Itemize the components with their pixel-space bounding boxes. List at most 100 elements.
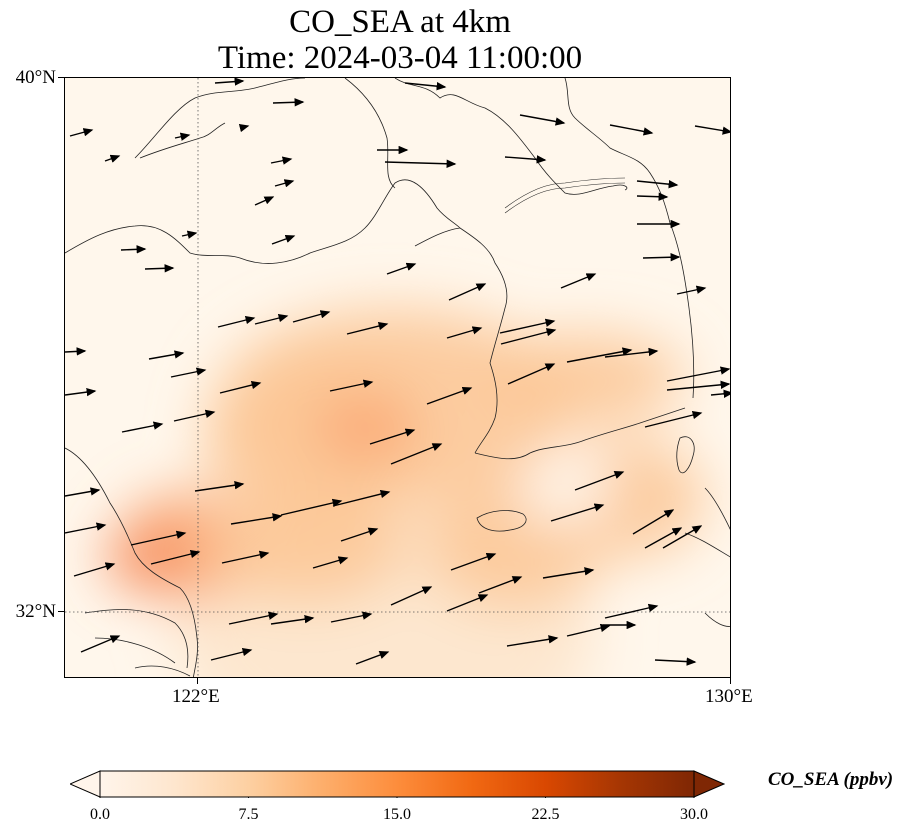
- map-title: CO_SEA at 4km: [289, 4, 511, 40]
- wind-arrow: [542, 567, 595, 579]
- wind-arrow: [280, 498, 343, 516]
- wind-arrow: [666, 380, 730, 391]
- wind-arrow: [662, 525, 703, 549]
- wind-arrow: [609, 124, 654, 136]
- wind-arrow: [446, 594, 489, 612]
- wind-arrow: [644, 410, 703, 428]
- wind-arrow: [604, 347, 659, 358]
- lon-label-130e: 130°E: [705, 686, 753, 707]
- map-subtitle-time: Time: 2024-03-04 11:00:00: [217, 40, 583, 76]
- tsushima-island: [676, 436, 695, 474]
- wind-arrow: [642, 253, 681, 262]
- wind-arrow: [550, 503, 605, 522]
- colorbar-tick-label: 30.0: [680, 806, 708, 823]
- field-blob: [105, 528, 185, 588]
- wind-arrow: [632, 509, 675, 535]
- jeju-island: [476, 510, 527, 532]
- field-blob: [520, 453, 610, 523]
- wind-arrow: [120, 245, 147, 254]
- wind-arrow: [426, 386, 473, 405]
- wind-arrow: [500, 328, 557, 345]
- colorbar-tick-label: 22.5: [531, 806, 560, 823]
- wind-arrow: [499, 318, 556, 334]
- tick-lon-130: [730, 678, 731, 684]
- wind-arrow: [65, 487, 101, 497]
- wind-arrow: [144, 264, 175, 273]
- wind-arrow: [65, 522, 107, 534]
- coastline-yangtze: [84, 609, 189, 669]
- concentration-field: [105, 308, 705, 677]
- coastline-shandong: [65, 179, 461, 264]
- wind-vectors: [65, 78, 730, 666]
- wind-arrow: [170, 367, 207, 378]
- colorbar-tick-label: 0.0: [90, 806, 110, 823]
- wind-arrow: [340, 527, 379, 542]
- wind-arrow: [292, 310, 331, 323]
- lat-label-32n: 32°N: [15, 601, 56, 622]
- wind-arrow: [560, 273, 597, 289]
- coastline-kyushu: [684, 487, 730, 627]
- tick-lon-122: [197, 678, 198, 684]
- wind-arrow: [272, 98, 305, 107]
- wind-arrow: [130, 530, 187, 546]
- field-blob: [205, 348, 425, 528]
- wind-arrow: [217, 315, 256, 328]
- wind-arrow: [506, 635, 559, 647]
- wind-arrow: [174, 132, 191, 141]
- wind-arrow: [312, 556, 349, 569]
- gridlines: [65, 78, 730, 677]
- wind-arrow: [636, 179, 679, 189]
- korea-border: [504, 177, 626, 209]
- coastline-bohai-west: [139, 122, 226, 159]
- wind-arrow: [194, 481, 245, 492]
- coastline-yangtze-south: [94, 637, 176, 664]
- wind-arrow: [390, 586, 433, 606]
- coastline-liaodong: [134, 78, 396, 189]
- wind-arrow: [65, 347, 87, 356]
- colorbar-label: CO_SEA (ppbv): [768, 769, 894, 790]
- wind-arrow: [271, 234, 296, 245]
- wind-arrow: [504, 155, 547, 164]
- wind-arrow: [644, 527, 683, 549]
- coastline-zhoushan: [134, 665, 191, 677]
- wind-arrow: [65, 387, 97, 397]
- wind-arrow: [355, 651, 390, 665]
- wind-arrow: [80, 635, 121, 653]
- wind-arrow: [390, 443, 443, 465]
- wind-arrow: [181, 230, 198, 239]
- wind-arrow: [604, 603, 659, 619]
- wind-arrow: [404, 81, 447, 91]
- wind-arrow: [384, 159, 457, 168]
- wind-arrow: [329, 379, 374, 392]
- colorbar: [70, 770, 725, 798]
- wind-arrow: [210, 647, 253, 661]
- wind-arrow: [636, 192, 669, 201]
- wind-arrow: [219, 380, 262, 394]
- wind-arrow: [73, 562, 116, 577]
- wind-arrow: [448, 283, 487, 301]
- wind-arrow: [274, 179, 295, 188]
- wind-arrow: [104, 154, 121, 163]
- wind-arrow: [450, 552, 497, 571]
- field-blob: [485, 333, 685, 423]
- wind-arrow: [69, 128, 94, 137]
- wind-arrow: [221, 550, 270, 564]
- field-blob: [315, 398, 415, 458]
- coastlines: [65, 78, 730, 677]
- wind-arrow: [654, 657, 697, 666]
- lat-label-40n: 40°N: [15, 67, 56, 88]
- tick-lat-32: [58, 611, 64, 612]
- wind-arrow: [694, 125, 730, 135]
- wind-arrow: [230, 513, 283, 525]
- lon-label-122e: 122°E: [172, 686, 220, 707]
- map-canvas: [65, 78, 730, 677]
- wind-arrow: [214, 78, 245, 86]
- wind-arrow: [254, 313, 289, 325]
- wind-arrow: [228, 611, 279, 625]
- wind-arrow: [121, 421, 164, 433]
- wind-arrow: [148, 350, 185, 360]
- tick-lat-40: [58, 77, 64, 78]
- wind-arrow: [519, 114, 566, 126]
- coastline-korea-south: [474, 407, 686, 460]
- wind-arrow: [270, 615, 315, 625]
